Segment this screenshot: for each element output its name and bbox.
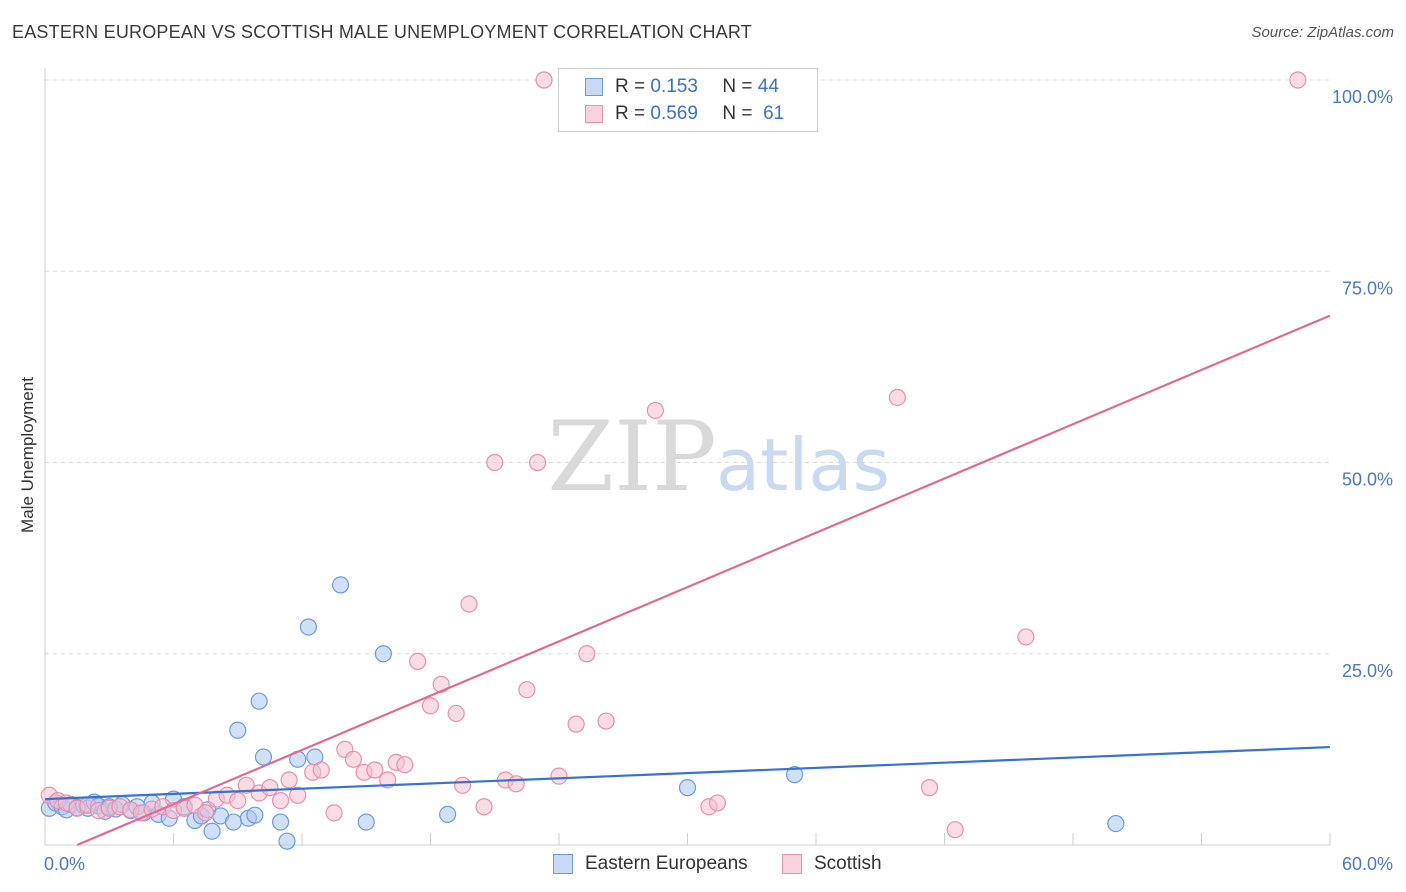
x-tick-label: 60.0% <box>1342 854 1393 874</box>
axes <box>44 68 1331 846</box>
eastern-europeans-point <box>678 779 697 797</box>
grid-lines <box>45 79 1330 655</box>
eastern-europeans-point <box>271 813 290 831</box>
legend-n-value-pink: 61 <box>763 103 785 124</box>
bottom-legend-eastern-europeans: Eastern Europeans <box>553 851 748 877</box>
eastern-europeans-point <box>250 692 268 710</box>
legend-n-label: N = <box>722 76 753 97</box>
scottish-point <box>888 388 906 407</box>
correlation-legend: R = 0.153 N = 44 R = 0.569 N = 61 <box>558 68 818 132</box>
scottish-point <box>578 645 596 663</box>
scottish-point <box>475 798 493 816</box>
bottom-legend-scottish: Scottish <box>782 851 882 877</box>
scottish-point <box>507 775 525 793</box>
scottish-point <box>528 453 547 472</box>
scottish-point <box>460 595 478 613</box>
scottish-point <box>447 704 465 723</box>
y-tick-label: 100.0% <box>1332 87 1393 107</box>
eastern-europeans-trend-line <box>44 745 1331 801</box>
scottish-point <box>1017 628 1035 646</box>
eastern-europeans-point <box>278 832 296 850</box>
scottish-point <box>396 756 414 774</box>
scottish-point <box>325 804 343 822</box>
scottish-point <box>289 786 307 804</box>
eastern-europeans-point <box>299 618 318 636</box>
y-tick-label: 25.0% <box>1342 661 1393 681</box>
legend-row-eastern-europeans: R = 0.153 N = 44 <box>585 74 779 100</box>
legend-swatch-pink <box>585 105 603 123</box>
eastern-europeans-point <box>374 645 392 663</box>
scottish-point <box>409 652 427 671</box>
tick-labels: 100.0% 75.0% 50.0% 25.0% 0.0% 60.0% <box>44 87 1393 874</box>
legend-row-scottish: R = 0.569 N = 61 <box>585 101 784 127</box>
eastern-europeans-point <box>439 805 457 824</box>
legend-r-label: R = <box>615 103 646 124</box>
scottish-point <box>421 697 440 715</box>
scottish-point <box>344 750 362 768</box>
bottom-legend-label-blue: Eastern Europeans <box>585 853 748 874</box>
y-tick-label: 75.0% <box>1342 278 1393 298</box>
scottish-point <box>646 401 664 420</box>
scottish-point <box>518 681 536 699</box>
scottish-point <box>261 779 279 797</box>
eastern-europeans-point <box>331 576 350 594</box>
chart-title: EASTERN EUROPEAN VS SCOTTISH MALE UNEMPL… <box>12 22 752 42</box>
eastern-europeans-point <box>357 813 375 831</box>
scottish-point <box>454 776 472 794</box>
legend-n-label: N = <box>722 103 753 124</box>
scottish-point <box>597 712 615 730</box>
source-label: Source: ZipAtlas.com <box>1251 24 1394 41</box>
scottish-point <box>366 761 384 779</box>
watermark-zip: ZIP <box>547 401 716 513</box>
eastern-europeans-point <box>254 748 273 766</box>
scottish-point <box>237 776 255 794</box>
eastern-europeans-point <box>203 822 221 840</box>
legend-swatch-blue <box>585 78 603 96</box>
bottom-legend-swatch-pink <box>782 854 802 874</box>
bottom-legend-swatch-blue <box>553 854 573 874</box>
scottish-point <box>708 794 727 812</box>
scottish-point <box>920 779 939 797</box>
scottish-point <box>312 761 330 779</box>
bottom-legend-label-pink: Scottish <box>814 853 882 874</box>
scottish-point <box>550 767 568 785</box>
legend-r-value-pink: 0.569 <box>650 103 698 124</box>
eastern-europeans-point <box>246 806 264 824</box>
scottish-point <box>280 771 298 789</box>
trend-lines <box>44 314 1331 847</box>
eastern-europeans-point <box>224 813 243 831</box>
scottish-point <box>486 453 504 472</box>
legend-r-value-blue: 0.153 <box>650 76 698 97</box>
scottish-point <box>567 715 585 733</box>
scottish-point <box>946 821 964 839</box>
eastern-europeans-point <box>785 766 804 784</box>
x-tick-label: 0.0% <box>44 854 85 874</box>
watermark: ZIP atlas <box>547 401 890 513</box>
legend-n-value-blue: 44 <box>757 76 779 97</box>
scottish-point <box>229 792 247 810</box>
watermark-atlas: atlas <box>716 423 890 507</box>
y-tick-label: 50.0% <box>1342 470 1393 490</box>
scottish-point <box>535 71 553 89</box>
legend-r-label: R = <box>615 76 646 97</box>
scottish-point <box>197 804 215 822</box>
eastern-europeans-point <box>1107 814 1125 833</box>
scottish-point <box>1289 71 1307 89</box>
scottish-trend-line <box>76 314 1331 847</box>
eastern-europeans-point <box>229 721 247 739</box>
scottish-point <box>271 792 290 810</box>
